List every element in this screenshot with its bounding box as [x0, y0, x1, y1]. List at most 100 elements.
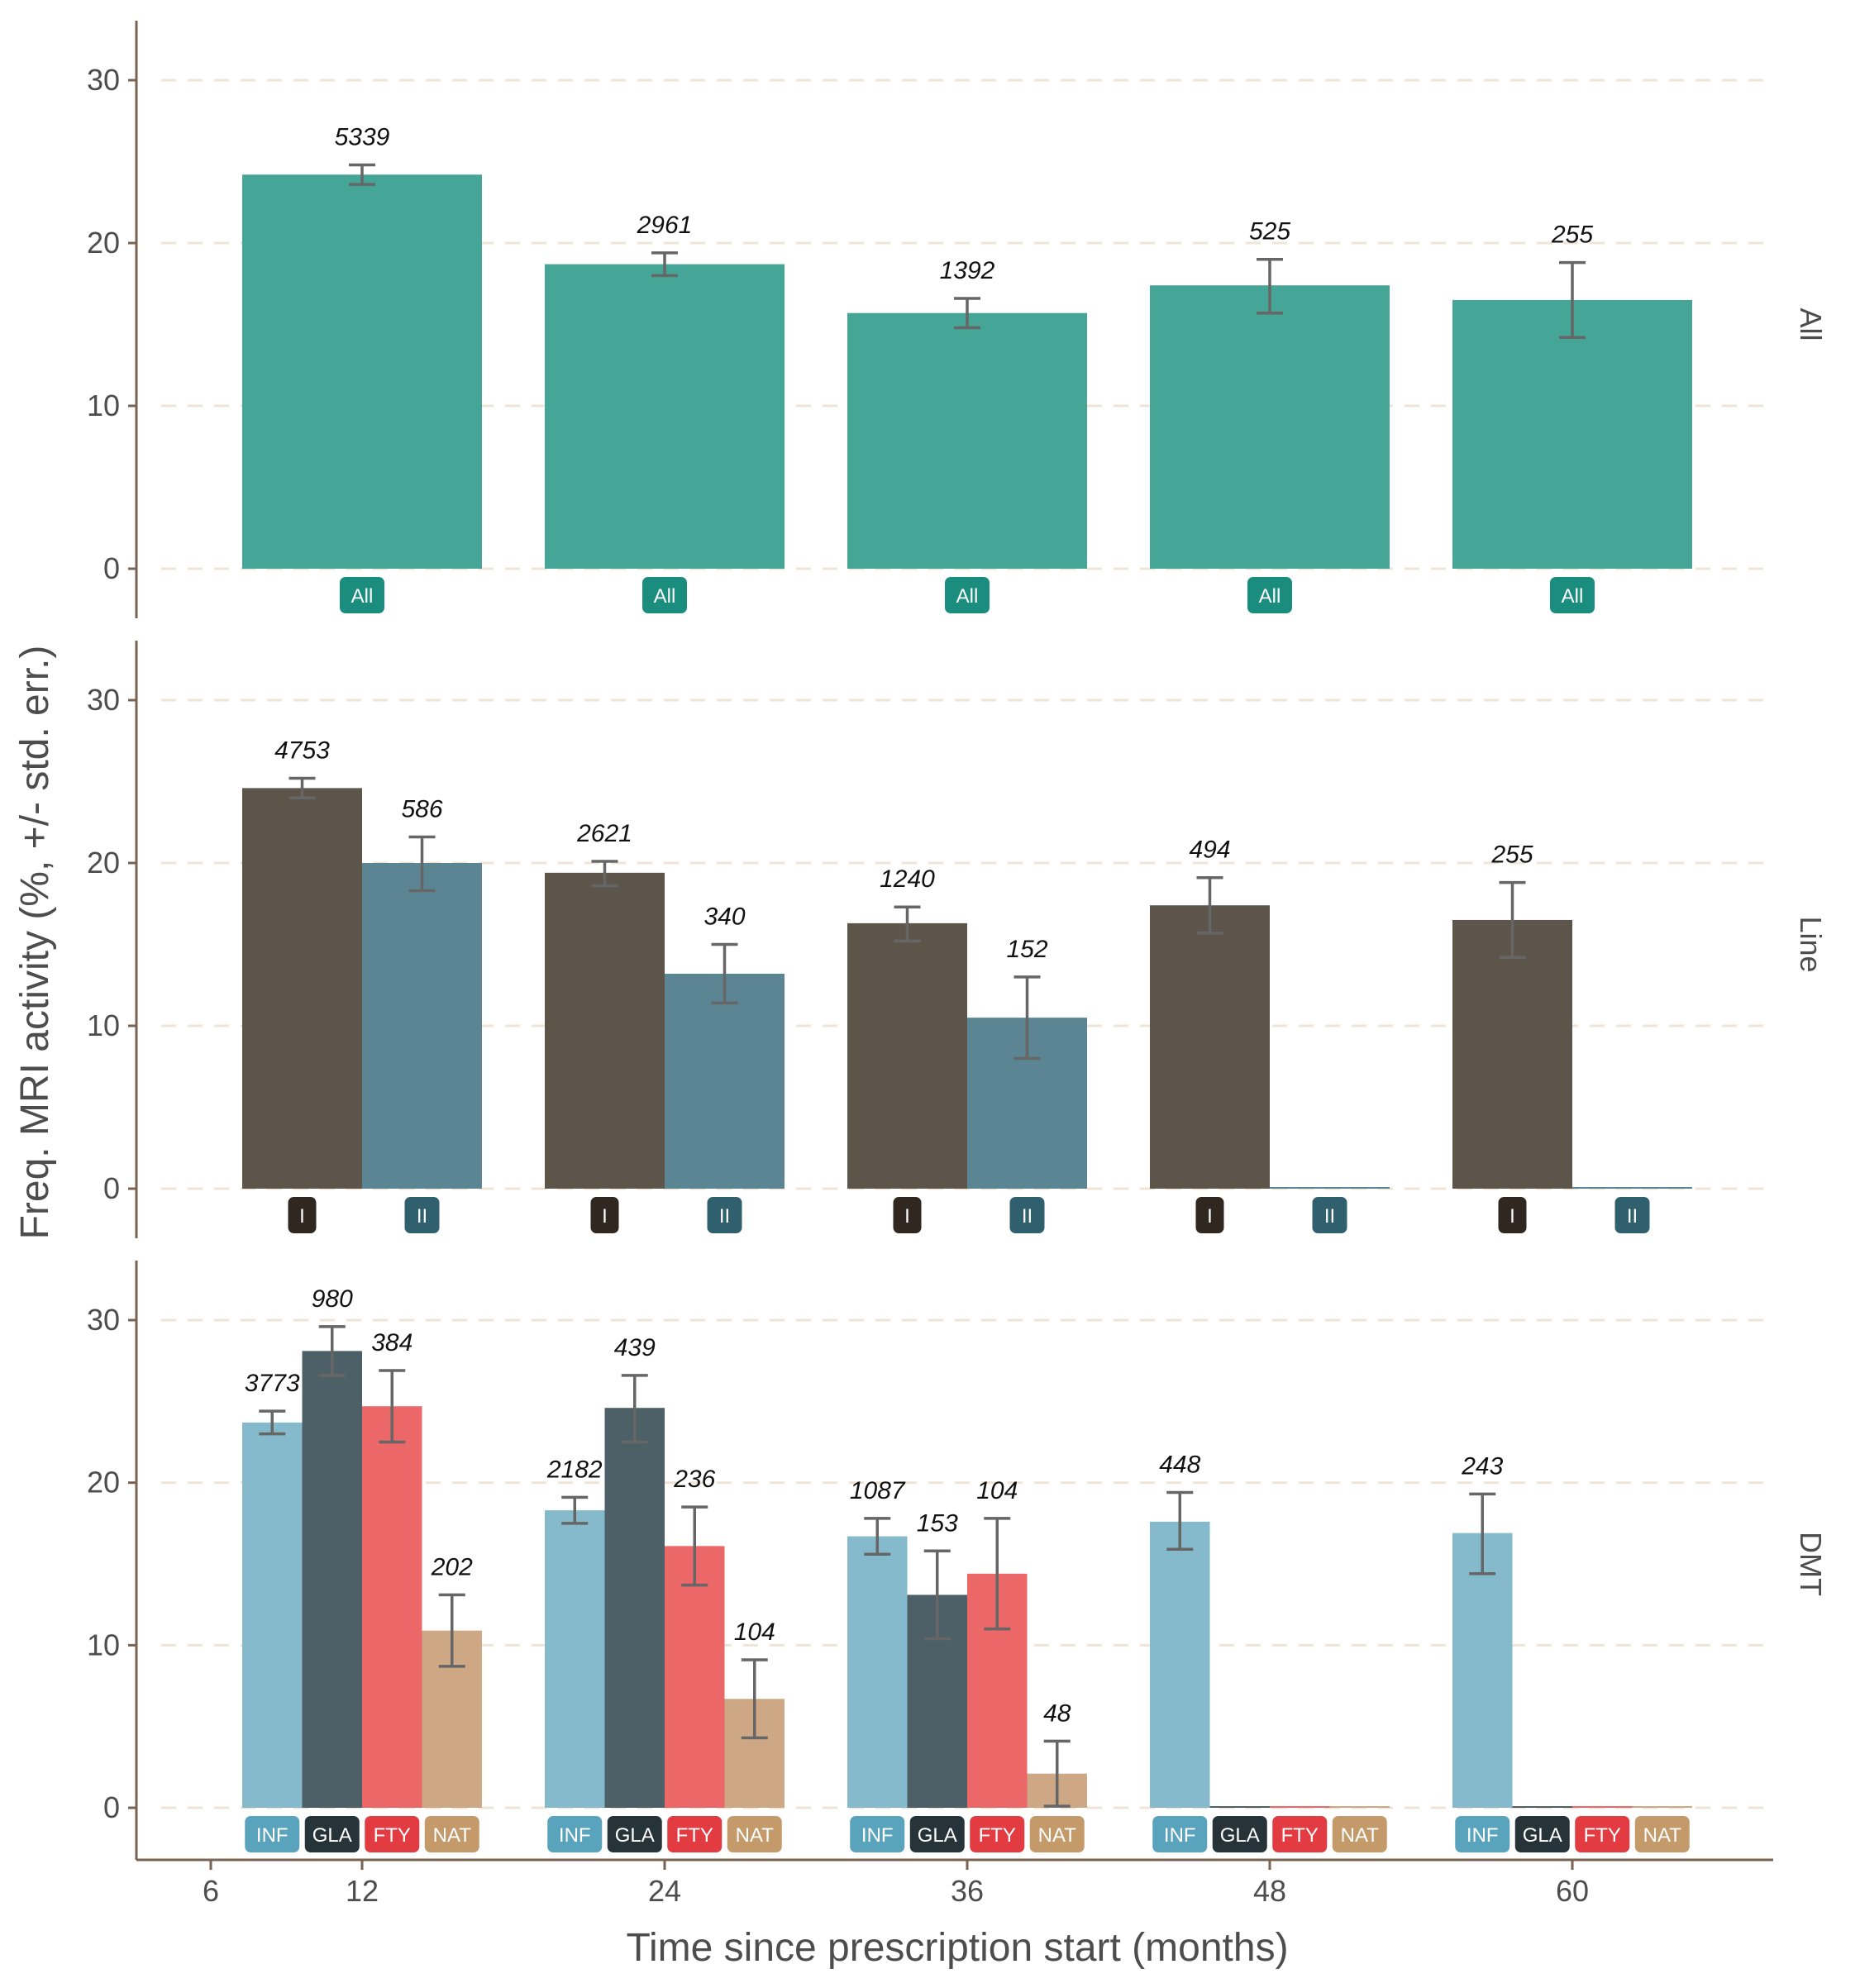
group-badge-label: INF [256, 1824, 289, 1847]
y-tick-label: 30 [87, 63, 120, 97]
group-badge-label: II [1324, 1205, 1335, 1228]
group-badge-label: GLA [615, 1824, 655, 1847]
bar-line-ii-12 [362, 863, 482, 1189]
bar-dmt-nat-60 [1632, 1806, 1692, 1808]
group-badge-nat [727, 1816, 782, 1852]
x-tick-label: 60 [1556, 1874, 1589, 1908]
y-tick-label: 10 [87, 389, 120, 422]
count-label: 2182 [546, 1456, 603, 1483]
y-tick-label: 20 [87, 226, 120, 260]
bar-dmt-gla-60 [1512, 1806, 1572, 1808]
group-badge-fty [1272, 1816, 1328, 1852]
count-label: 152 [1006, 936, 1047, 963]
group-badge-i [288, 1197, 317, 1233]
group-badge-i [1498, 1197, 1527, 1233]
group-badge-label: I [1207, 1205, 1213, 1228]
y-tick-label: 20 [87, 846, 120, 880]
group-badge-label: All [1562, 585, 1584, 608]
group-badge-all [945, 577, 990, 613]
axes-layer: 0 10 20 30 0 10 20 30 0 10 20 30 6 12 24 36 48 60 [87, 21, 1773, 1908]
bar-all-all-48 [1150, 285, 1390, 569]
bar-all-all-12 [242, 174, 482, 569]
count-label: 202 [431, 1553, 473, 1580]
bar-line-i-60 [1452, 919, 1572, 1189]
bar-line-ii-48 [1270, 1187, 1390, 1189]
bar-line-ii-60 [1572, 1187, 1692, 1189]
bar-dmt-fty-48 [1270, 1806, 1330, 1808]
group-badge-gla [304, 1816, 360, 1852]
count-label: 384 [371, 1329, 413, 1356]
group-badge-all [1247, 577, 1292, 613]
group-badge-label: GLA [1523, 1824, 1562, 1847]
x-tick-label: 36 [951, 1874, 984, 1908]
group-badge-label: All [956, 585, 979, 608]
group-badge-label: FTY [1281, 1824, 1319, 1847]
count-label: 5339 [335, 123, 390, 150]
group-badge-nat [1634, 1816, 1690, 1852]
bar-dmt-fty-12 [362, 1406, 422, 1808]
group-badge-gla [909, 1816, 965, 1852]
facet-strip-label: All [1794, 307, 1828, 341]
group-badge-ii [707, 1197, 742, 1233]
bar-dmt-gla-12 [302, 1351, 362, 1808]
group-badge-inf [1152, 1816, 1208, 1852]
group-badge-label: All [351, 585, 374, 608]
group-badge-gla [607, 1816, 662, 1852]
y-tick-label: 20 [87, 1466, 120, 1499]
bar-line-i-36 [847, 922, 967, 1189]
count-label: 980 [312, 1285, 353, 1313]
bar-dmt-inf-36 [847, 1536, 908, 1808]
x-tick-label: 6 [203, 1874, 219, 1908]
group-badge-label: NAT [736, 1824, 775, 1847]
bar-dmt-inf-48 [1150, 1521, 1210, 1808]
group-badge-inf [245, 1816, 300, 1852]
bar-all-all-24 [545, 264, 785, 569]
group-badge-label: I [602, 1205, 608, 1228]
group-badge-gla [1212, 1816, 1267, 1852]
group-badge-all [642, 577, 687, 613]
group-badge-label: II [417, 1205, 427, 1228]
count-label: 1240 [880, 865, 935, 893]
group-badge-label: II [1627, 1205, 1638, 1228]
group-badge-gla [1514, 1816, 1570, 1852]
y-tick-label: 0 [103, 1171, 120, 1205]
group-badge-label: I [1509, 1205, 1515, 1228]
count-label: 243 [1461, 1452, 1503, 1480]
bar-all-all-60 [1452, 299, 1692, 569]
bar-line-ii-24 [665, 973, 785, 1189]
count-label: 340 [703, 903, 745, 931]
count-label: 104 [976, 1477, 1018, 1504]
group-badge-i [893, 1197, 922, 1233]
group-badge-label: FTY [979, 1824, 1016, 1847]
group-badge-i [1195, 1197, 1224, 1233]
count-label: 1392 [940, 257, 995, 284]
error-bars-layer [259, 163, 1586, 1808]
y-tick-label: 0 [103, 551, 120, 585]
x-tick-label: 48 [1253, 1874, 1286, 1908]
group-badge-label: FTY [676, 1824, 713, 1847]
count-label: 4753 [274, 737, 330, 765]
bar-dmt-fty-60 [1572, 1806, 1633, 1808]
group-badge-label: II [1022, 1205, 1033, 1228]
group-badge-label: INF [559, 1824, 591, 1847]
group-badge-label: NAT [1643, 1824, 1682, 1847]
bar-dmt-inf-12 [242, 1422, 303, 1808]
labels-layer: All All 5339 All 2961 All 1392 All 525 All 255 Line… [245, 123, 1828, 1852]
bar-all-all-36 [847, 312, 1087, 569]
group-badge-fty [970, 1816, 1025, 1852]
group-badge-all [340, 577, 384, 613]
bar-dmt-gla-24 [604, 1408, 665, 1808]
group-badge-label: I [904, 1205, 910, 1228]
group-badge-label: FTY [374, 1824, 411, 1847]
count-label: 2621 [576, 820, 632, 847]
bar-line-i-12 [242, 788, 362, 1189]
group-badge-fty [667, 1816, 723, 1852]
group-badge-inf [1455, 1816, 1510, 1852]
group-badge-label: NAT [1341, 1824, 1380, 1847]
bar-dmt-gla-48 [1209, 1806, 1270, 1808]
bar-dmt-inf-24 [545, 1510, 605, 1808]
group-badge-label: II [719, 1205, 730, 1228]
group-badge-label: All [1259, 585, 1281, 608]
count-label: 586 [401, 795, 442, 822]
group-badge-all [1550, 577, 1595, 613]
